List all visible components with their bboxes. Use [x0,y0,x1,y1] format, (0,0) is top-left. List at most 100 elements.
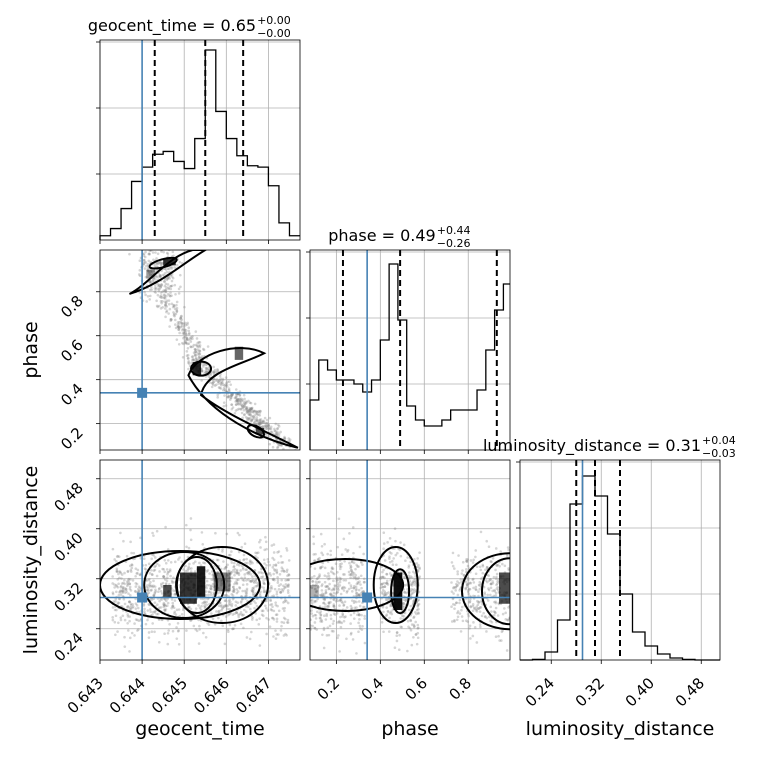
density-cell [499,572,510,604]
sample-point [173,307,177,311]
sample-point [226,395,229,399]
sample-point [249,579,253,583]
sample-point [148,572,152,575]
sample-point [410,623,414,626]
sample-point [163,603,167,607]
sample-point [230,593,234,596]
x-tick-label: 0.647 [232,674,275,717]
sample-point [323,542,326,546]
sample-point [243,402,247,406]
sample-point [124,587,128,591]
sample-point [167,275,171,279]
sample-point [123,635,126,639]
sample-point [417,612,420,615]
sample-point [276,423,280,427]
sample-point [152,584,155,588]
sample-point [236,408,239,411]
sample-point [174,613,178,616]
sample-point [208,572,211,575]
sample-point [251,410,254,414]
sample-point [287,573,291,577]
sample-point [258,423,261,426]
sample-point [338,576,341,580]
sample-point [247,413,251,416]
sample-point [507,606,510,609]
sample-point [280,578,283,582]
sample-point [259,422,262,425]
sample-point [323,603,327,606]
sample-point [116,578,120,581]
sample-point [178,331,181,335]
sample-point [146,588,149,592]
sample-point [226,628,230,631]
sample-point [163,597,167,601]
sample-point [126,613,129,616]
sample-point [213,368,217,372]
sample-point [385,606,388,609]
sample-point [204,363,207,367]
sample-point [253,409,257,413]
sample-point [128,582,131,586]
sample-point [111,618,115,622]
sample-point [249,407,252,411]
sample-point [148,250,152,253]
sample-point [250,407,253,410]
sample-point [111,547,115,551]
sample-point [150,630,154,633]
sample-point [235,582,239,586]
sample-point [113,586,116,589]
sample-point [170,279,174,283]
sample-point [249,407,253,411]
sample-point [151,251,155,254]
sample-point [177,322,180,326]
sample-point [224,604,228,607]
sample-point [123,618,127,622]
sample-point [261,421,265,424]
sample-point [186,346,190,350]
sample-point [178,260,182,264]
sample-point [270,584,273,588]
sample-point [173,612,176,615]
sample-point [216,558,220,562]
sample-point [171,605,175,608]
sample-point [251,417,255,421]
sample-point [284,598,287,602]
sample-point [323,598,327,602]
sample-point [338,562,342,566]
sample-point [313,567,317,570]
sample-point [221,607,224,610]
sample-point [166,548,170,551]
y-tick-label: 0.6 [57,336,87,366]
sample-point [342,603,346,607]
sample-point [116,601,120,604]
sample-point [319,614,323,617]
sample-point [137,628,140,631]
sample-point [285,546,288,550]
sample-point [245,591,248,595]
sample-point [115,569,119,572]
sample-point [496,614,500,617]
sample-point [152,534,155,537]
sample-point [330,629,334,633]
sample-point [485,565,489,569]
y-tick-label: 0.24 [50,629,86,665]
sample-point [126,615,130,618]
sample-point [275,620,279,623]
sample-point [231,613,235,616]
sample-point [271,605,274,609]
sample-point [330,593,333,597]
sample-point [135,618,139,622]
sample-point [288,438,292,441]
sample-point [177,343,181,346]
sample-point [229,600,232,604]
sample-point [160,592,164,595]
sample-point [225,532,229,536]
sample-point [217,380,220,384]
sample-point [194,350,197,354]
sample-point [240,399,244,402]
sample-point [247,578,250,581]
sample-point [252,409,256,413]
sample-point [258,423,261,427]
sample-point [395,639,399,643]
sample-point [211,573,215,577]
